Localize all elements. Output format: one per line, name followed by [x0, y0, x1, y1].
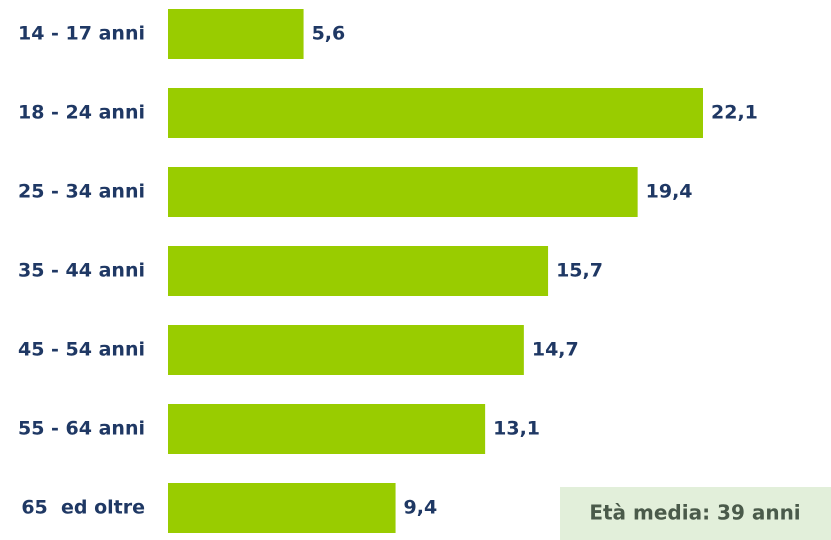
bar — [168, 167, 638, 217]
value-label: 15,7 — [556, 260, 603, 282]
annotation: Età media: 39 anni — [589, 501, 800, 525]
value-label: 14,7 — [532, 339, 579, 361]
category-label: 14 - 17 anni — [18, 23, 145, 45]
category-label: 45 - 54 anni — [18, 339, 145, 361]
value-label: 5,6 — [312, 23, 346, 45]
bar — [168, 246, 549, 296]
value-label: 19,4 — [646, 181, 693, 203]
category-label: 35 - 44 anni — [18, 260, 145, 282]
bar — [168, 483, 396, 533]
category-label: 65 ed oltre — [21, 497, 145, 519]
bar — [168, 88, 703, 138]
bar — [168, 404, 486, 454]
value-label: 13,1 — [493, 418, 540, 440]
category-label: 55 - 64 anni — [18, 418, 145, 440]
bar — [168, 9, 304, 59]
annotation-box — [560, 487, 831, 540]
bar — [168, 325, 524, 375]
category-label: 25 - 34 anni — [18, 181, 145, 203]
value-label: 22,1 — [711, 102, 758, 124]
category-label: 18 - 24 anni — [18, 102, 145, 124]
value-label: 9,4 — [404, 497, 438, 519]
